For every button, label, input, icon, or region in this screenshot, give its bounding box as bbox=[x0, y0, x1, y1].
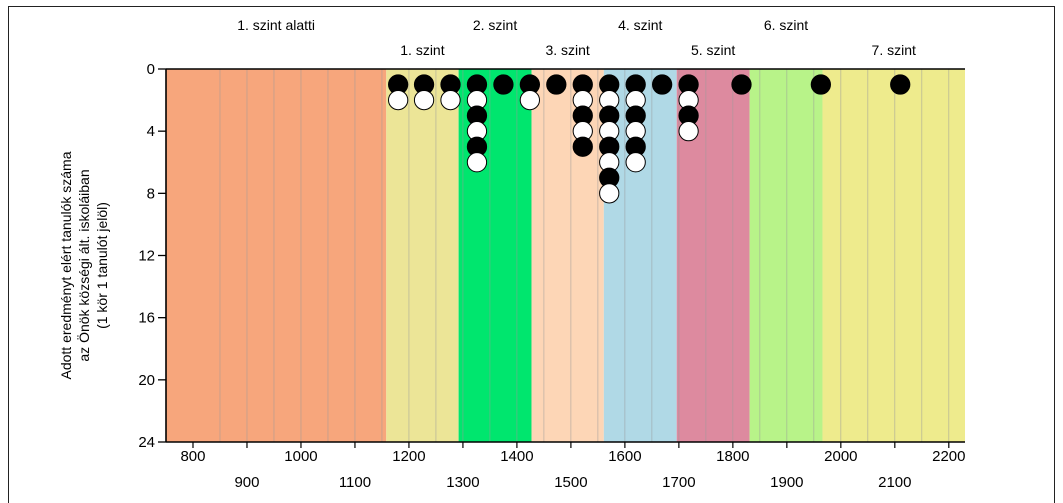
level-band-4 bbox=[531, 69, 604, 442]
x-tick-label-1000: 1000 bbox=[284, 448, 317, 465]
y-axis-title: Adott eredményt elért tanulók száma az Ön… bbox=[58, 151, 110, 379]
y-tick-label-20: 20 bbox=[138, 372, 155, 389]
x-tick-label-2200: 2200 bbox=[932, 448, 965, 465]
x-tick-label-1600: 1600 bbox=[608, 448, 641, 465]
student-marker bbox=[440, 89, 461, 111]
level-label-4: 3. szint bbox=[545, 42, 589, 58]
student-marker bbox=[388, 89, 409, 111]
student-markers bbox=[388, 74, 911, 204]
level-labels: 1. szint alatti 1. szint 2. szint 3. szint 4… bbox=[237, 17, 916, 58]
student-marker bbox=[519, 89, 541, 111]
x-tick-label-1400: 1400 bbox=[500, 448, 533, 465]
axes: 0 4 8 12 16 20 24 800 1000 1200 1400 1600 1800 2000 22… bbox=[138, 61, 965, 491]
student-marker bbox=[678, 121, 699, 142]
student-marker bbox=[493, 74, 514, 95]
x-tick-label-1700: 1700 bbox=[662, 474, 695, 491]
y-tick-label-4: 4 bbox=[147, 123, 155, 140]
x-tick-label-2100: 2100 bbox=[878, 474, 911, 491]
x-tick-label-1500: 1500 bbox=[554, 474, 587, 491]
level-band-2 bbox=[386, 69, 459, 442]
student-marker bbox=[890, 74, 911, 95]
student-marker bbox=[625, 152, 646, 173]
level-label-2: 1. szint bbox=[400, 42, 444, 58]
y-tick-label-8: 8 bbox=[147, 185, 155, 202]
x-tick-label-2000: 2000 bbox=[824, 448, 857, 465]
student-marker bbox=[413, 89, 435, 111]
level-label-5: 4. szint bbox=[618, 17, 662, 33]
y-tick-label-0: 0 bbox=[147, 61, 155, 78]
x-tick-label-1200: 1200 bbox=[392, 448, 425, 465]
x-tick-label-800: 800 bbox=[180, 448, 205, 465]
level-band-8 bbox=[822, 69, 965, 442]
x-tick-label-1900: 1900 bbox=[770, 474, 803, 491]
student-marker bbox=[652, 74, 673, 95]
student-marker bbox=[546, 74, 567, 95]
y-tick-label-16: 16 bbox=[138, 310, 155, 327]
x-tick-label-900: 900 bbox=[234, 474, 259, 491]
student-marker bbox=[572, 136, 593, 157]
level-band-7 bbox=[749, 69, 823, 442]
level-bands bbox=[166, 69, 965, 442]
level-label-3: 2. szint bbox=[473, 17, 517, 33]
level-label-6: 5. szint bbox=[691, 42, 735, 58]
y-axis-title-line-3: (1 kör 1 tanulót jelöl) bbox=[94, 202, 110, 329]
chart-frame bbox=[8, 6, 1055, 503]
student-marker bbox=[599, 183, 620, 204]
level-label-1: 1. szint alatti bbox=[237, 17, 315, 33]
y-tick-label-12: 12 bbox=[138, 248, 155, 265]
y-tick-label-24: 24 bbox=[138, 434, 155, 451]
x-tick-label-1100: 1100 bbox=[339, 474, 371, 491]
x-tick-label-1300: 1300 bbox=[446, 474, 479, 491]
student-marker bbox=[731, 74, 752, 95]
level-band-1 bbox=[166, 69, 387, 442]
grid-lines bbox=[219, 69, 950, 442]
student-marker bbox=[810, 74, 831, 95]
level-label-8: 7. szint bbox=[872, 42, 916, 58]
x-tick-label-1800: 1800 bbox=[716, 448, 749, 465]
level-label-7: 6. szint bbox=[764, 17, 808, 33]
student-marker bbox=[466, 152, 488, 173]
y-axis-title-line-1: Adott eredményt elért tanulók száma bbox=[58, 151, 74, 379]
y-axis-title-line-2: az Önök községi ált. iskoláiban bbox=[75, 169, 92, 361]
